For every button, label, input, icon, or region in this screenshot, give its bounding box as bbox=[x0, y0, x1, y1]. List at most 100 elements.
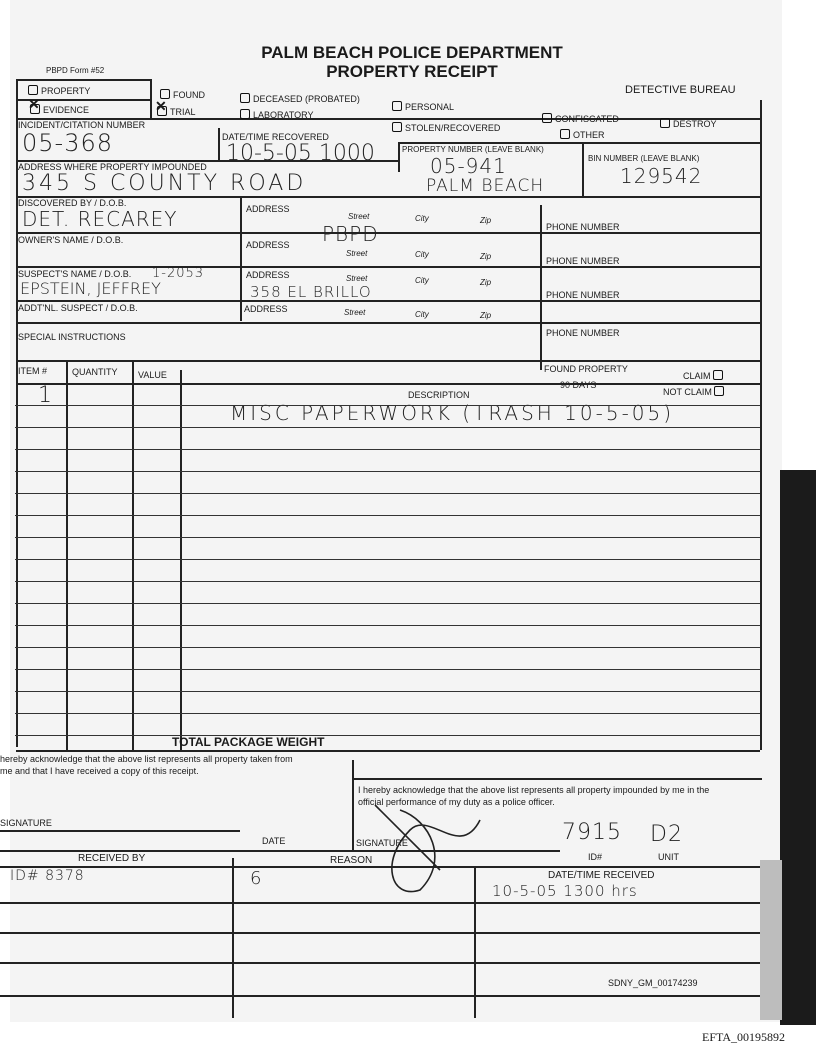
rule bbox=[582, 142, 584, 196]
city-label: City bbox=[415, 250, 429, 259]
incident-value: 05-368 bbox=[22, 129, 114, 157]
checkbox-personal[interactable]: PERSONAL bbox=[392, 101, 454, 112]
property-number-value: 05-941 bbox=[430, 154, 507, 178]
item-row-line bbox=[15, 581, 760, 583]
date-time-received-label: DATE/TIME RECEIVED bbox=[548, 870, 655, 881]
date-recovered-label: DATE/TIME RECOVERED bbox=[222, 132, 329, 142]
item-row-line bbox=[15, 405, 760, 407]
discovered-by-value: DET. RECAREY bbox=[22, 207, 178, 231]
checkbox-deceased[interactable]: DECEASED (Probated) bbox=[240, 93, 360, 104]
city-label: City bbox=[415, 214, 429, 223]
item-row-line bbox=[15, 647, 760, 649]
rule bbox=[16, 266, 760, 268]
checkbox-laboratory[interactable]: LABORATORY bbox=[240, 109, 314, 120]
suspect-label: SUSPECT'S NAME / D.O.B. bbox=[18, 269, 132, 279]
rule bbox=[398, 142, 760, 144]
rule bbox=[232, 858, 234, 1018]
property-number-label: PROPERTY NUMBER (Leave Blank) bbox=[402, 145, 544, 154]
item-description: MISC PAPERWORK (TRASH 10-5-05) bbox=[230, 401, 675, 425]
checkbox-found[interactable]: FOUND bbox=[160, 89, 205, 100]
unit-value: D2 bbox=[650, 822, 683, 847]
zip-label: Zip bbox=[480, 252, 492, 261]
item-row-line bbox=[15, 669, 760, 671]
street-label: Street bbox=[344, 308, 366, 317]
bureau: DETECTIVE BUREAU bbox=[625, 84, 736, 96]
item-row-line bbox=[15, 427, 760, 429]
rule bbox=[240, 196, 242, 321]
officer-signature-scrawl bbox=[374, 804, 481, 893]
address3-value: 358 EL BRILLO bbox=[250, 283, 372, 301]
item-row-line bbox=[15, 493, 760, 495]
impound-address-label: ADDRESS WHERE PROPERTY IMPOUNDED bbox=[18, 162, 207, 172]
checkbox-trial[interactable]: TRIAL bbox=[155, 101, 196, 117]
zip-label: Zip bbox=[480, 311, 492, 320]
suspect-name-value: EPSTEIN, JEFFREY bbox=[20, 279, 161, 298]
checkbox-evidence[interactable]: EVIDENCE bbox=[28, 99, 89, 115]
description-header: DESCRIPTION bbox=[408, 390, 470, 400]
special-instructions-label: SPECIAL INSTRUCTIONS bbox=[18, 332, 126, 342]
checkbox-property[interactable]: PROPERTY bbox=[28, 85, 90, 96]
rule bbox=[0, 995, 760, 997]
discovered-by-label: DISCOVERED BY / D.O.B. bbox=[18, 198, 127, 208]
rule bbox=[16, 360, 760, 362]
rule bbox=[0, 962, 760, 964]
officer-id-value: 7915 bbox=[562, 820, 622, 845]
zip-label: Zip bbox=[480, 216, 492, 225]
rule bbox=[16, 232, 760, 234]
form-title: PALM BEACH POLICE DEPARTMENT bbox=[261, 43, 563, 62]
address-label: ADDRESS bbox=[246, 270, 290, 280]
rule bbox=[16, 79, 18, 747]
not-claim-checkbox[interactable]: NOT CLAIM bbox=[663, 386, 727, 397]
owner-signature-label[interactable]: SIGNATURE bbox=[0, 818, 52, 828]
item-number: 1 bbox=[38, 383, 53, 408]
value-header: VALUE bbox=[138, 370, 167, 380]
item-row-line bbox=[15, 515, 760, 517]
rule bbox=[16, 99, 151, 101]
street-label: Street bbox=[346, 249, 368, 258]
checkbox-confiscated[interactable]: CONFISCATED bbox=[542, 113, 619, 124]
item-row-line bbox=[15, 735, 760, 737]
rule bbox=[16, 160, 398, 162]
rule bbox=[16, 118, 760, 120]
phone-label: PHONE NUMBER bbox=[546, 256, 620, 266]
total-package-weight-label: TOTAL PACKAGE WEIGHT bbox=[172, 735, 325, 749]
bin-number-value: 129542 bbox=[620, 164, 703, 188]
unit-label: UNIT bbox=[658, 852, 679, 862]
scan-edge bbox=[780, 470, 816, 1025]
rule bbox=[760, 100, 762, 750]
street-label: Street bbox=[346, 274, 368, 283]
received-by-value: ID# 8378 bbox=[10, 868, 85, 884]
checkbox-other[interactable]: OTHER bbox=[560, 129, 605, 140]
bin-number-label: BIN NUMBER (Leave Blank) bbox=[588, 154, 700, 163]
quantity-header: QUANTITY bbox=[72, 367, 118, 377]
date-time-received-value: 10-5-05 1300 hrs bbox=[492, 882, 638, 900]
reason-label: REASON bbox=[330, 855, 373, 866]
phone-label: PHONE NUMBER bbox=[546, 222, 620, 232]
officer-signature-label[interactable]: SIGNATURE bbox=[356, 838, 408, 848]
days-label: 90 DAYS bbox=[560, 380, 597, 390]
owner-acknowledgement: hereby acknowledge that the above list r… bbox=[0, 754, 293, 776]
street-label: Street bbox=[348, 212, 370, 221]
form-subtitle: PROPERTY RECEIPT bbox=[326, 62, 498, 81]
rule bbox=[16, 196, 760, 198]
claim-checkbox[interactable]: CLAIM bbox=[683, 370, 726, 381]
item-row-line bbox=[15, 471, 760, 473]
address-label: ADDRESS bbox=[246, 240, 290, 250]
owner-date-label[interactable]: DATE bbox=[262, 836, 286, 846]
rule bbox=[0, 902, 760, 904]
efta-stamp: EFTA_00195892 bbox=[702, 1030, 786, 1044]
item-row-line bbox=[15, 691, 760, 693]
suspect-dob-value: 1-2053 bbox=[152, 266, 205, 281]
rule bbox=[16, 322, 760, 324]
rule bbox=[66, 360, 68, 750]
date-recovered-value: 10-5-05 1000 bbox=[226, 141, 375, 166]
checkbox-stolen-recovered[interactable]: STOLEN/RECOVERED bbox=[392, 122, 500, 133]
id-label: ID# bbox=[588, 852, 603, 862]
rule bbox=[352, 778, 762, 780]
rule bbox=[0, 850, 560, 852]
additional-suspect-label: ADDT'NL. SUSPECT / D.O.B. bbox=[18, 303, 138, 313]
item-header: ITEM # bbox=[18, 366, 48, 376]
checkbox-destroy[interactable]: DESTROY bbox=[660, 118, 717, 129]
address1-value: PBPD bbox=[322, 222, 379, 246]
scan-edge-gray bbox=[760, 860, 782, 1020]
